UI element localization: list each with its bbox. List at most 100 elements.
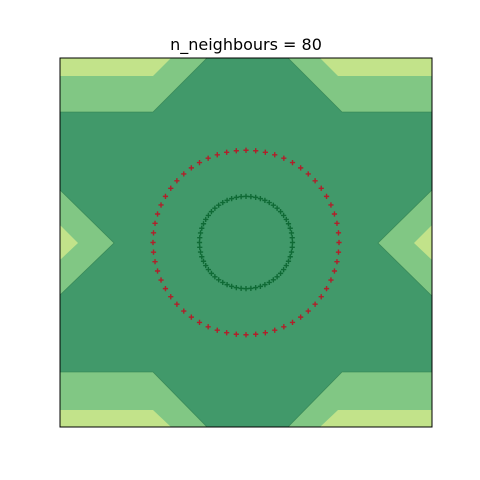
chart-title: n_neighbours = 80 (170, 35, 322, 55)
scatter-point-series-0 (158, 202, 164, 208)
scatter-point-series-0 (224, 149, 230, 155)
scatter-point-series-1 (196, 239, 203, 246)
scatter-point-series-1 (262, 282, 268, 288)
scatter-point-series-0 (334, 259, 340, 265)
scatter-point-series-1 (229, 196, 235, 202)
plot-frame (59, 57, 433, 428)
scatter-point-series-0 (281, 324, 287, 330)
scatter-point-series-1 (197, 244, 203, 250)
scatter-point-series-0 (272, 327, 278, 333)
scatter-point-series-1 (199, 254, 205, 260)
scatter-point-series-0 (152, 220, 158, 226)
scatter-point-series-0 (181, 308, 187, 314)
scatter-point-series-0 (289, 319, 296, 325)
scatter-point-series-0 (298, 314, 304, 320)
scatter-point-series-1 (281, 267, 287, 273)
scatter-point-series-0 (224, 330, 230, 336)
scatter-point-series-0 (328, 277, 334, 283)
scatter-point-series-0 (323, 193, 330, 199)
scatter-point-series-0 (262, 149, 268, 155)
contour-region-high-left (60, 225, 78, 260)
scatter-point-series-1 (274, 205, 280, 211)
scatter-point-series-1 (257, 196, 263, 202)
scatter-point-series-1 (208, 270, 215, 276)
scatter-point-series-0 (162, 193, 169, 199)
scatter-point-series-0 (158, 277, 164, 283)
scatter-point-series-1 (289, 235, 295, 241)
scatter-point-series-1 (220, 279, 226, 286)
scatter-points (150, 147, 342, 338)
scatter-point-series-0 (162, 286, 169, 292)
scatter-point-series-0 (150, 230, 157, 236)
scatter-point-series-1 (243, 193, 249, 199)
plot-area (60, 58, 432, 427)
contour-region-high-right (414, 225, 432, 260)
scatter-point-series-1 (205, 267, 211, 273)
scatter-point-series-0 (335, 249, 342, 255)
scatter-point-series-1 (238, 194, 244, 200)
scatter-point-series-1 (266, 199, 272, 206)
scatter-point-series-1 (274, 274, 280, 280)
scatter-point-series-1 (288, 230, 295, 236)
scatter-point-series-1 (220, 199, 226, 206)
scatter-point-series-0 (289, 160, 296, 166)
scatter-point-series-0 (154, 268, 161, 274)
scatter-point-series-0 (174, 178, 180, 184)
scatter-point-series-1 (197, 249, 204, 255)
contour-region-low (60, 58, 432, 427)
scatter-point-series-0 (188, 165, 194, 171)
scatter-point-series-0 (331, 211, 338, 217)
scatter-point-series-0 (335, 230, 342, 236)
scatter-point-series-1 (216, 277, 222, 283)
scatter-point-series-0 (214, 327, 220, 333)
scatter-point-series-0 (188, 314, 194, 320)
scatter-point-series-1 (266, 279, 272, 286)
scatter-point-series-1 (212, 205, 218, 211)
scatter-point-series-1 (203, 216, 209, 223)
scatter-point-series-1 (287, 254, 293, 260)
scatter-point-series-0 (334, 220, 340, 226)
scatter-point-series-1 (200, 221, 207, 227)
scatter-point-series-0 (196, 160, 203, 166)
scatter-point-series-1 (208, 209, 215, 215)
scatter-point-series-0 (205, 324, 211, 330)
scatter-point-series-1 (224, 197, 230, 203)
scatter-point-series-1 (262, 197, 268, 203)
scatter-point-series-0 (154, 211, 161, 217)
scatter-point-series-0 (243, 332, 249, 338)
scatter-point-series-1 (253, 194, 259, 200)
scatter-point-series-1 (233, 194, 239, 200)
scatter-point-series-1 (289, 244, 295, 250)
scatter-point-series-1 (233, 285, 239, 291)
scatter-point-series-0 (305, 171, 311, 177)
scatter-point-series-1 (277, 209, 284, 215)
scatter-point-series-0 (318, 185, 324, 191)
scatter-point-series-0 (262, 330, 268, 336)
scatter-point-series-1 (205, 212, 211, 218)
scatter-point-series-0 (318, 294, 324, 300)
scatter-point-series-1 (288, 249, 295, 255)
scatter-point-series-0 (233, 331, 239, 337)
scatter-point-series-1 (203, 262, 209, 269)
scatter-point-series-0 (152, 259, 158, 265)
scatter-point-series-1 (257, 283, 263, 289)
scatter-point-series-0 (331, 268, 338, 274)
scatter-point-series-0 (312, 301, 318, 307)
scatter-point-series-0 (281, 155, 287, 161)
scatter-point-series-1 (200, 258, 207, 264)
scatter-point-series-1 (289, 239, 296, 246)
scatter-point-series-1 (283, 262, 289, 269)
scatter-point-series-1 (281, 212, 287, 218)
scatter-point-series-1 (277, 270, 284, 276)
scatter-point-series-0 (174, 301, 180, 307)
scatter-point-series-0 (323, 286, 330, 292)
scatter-point-series-1 (243, 286, 249, 292)
scatter-point-series-1 (283, 216, 289, 223)
scatter-point-series-0 (214, 152, 220, 158)
scatter-point-series-1 (197, 235, 203, 241)
scatter-point-series-0 (253, 148, 259, 154)
scatter-point-series-1 (270, 202, 276, 208)
scatter-point-series-0 (168, 185, 174, 191)
scatter-point-series-1 (197, 230, 204, 236)
